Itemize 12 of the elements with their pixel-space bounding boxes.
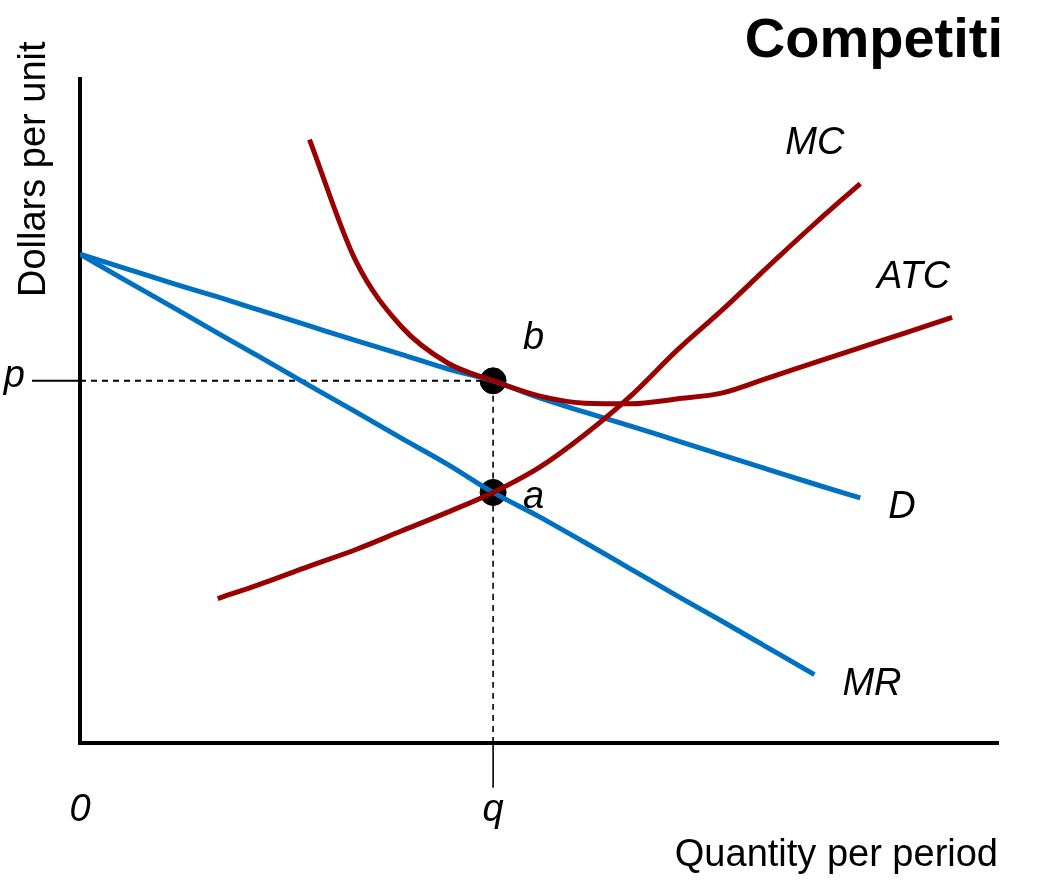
series-label: MR (842, 661, 902, 704)
y-axis-title: Dollars per unit (11, 40, 54, 297)
x-tick-label: 0 (69, 787, 91, 830)
series-label: MC (785, 120, 845, 163)
annotation: b (523, 315, 545, 358)
series-label: ATC (875, 254, 951, 297)
chart-title: Competiti (744, 6, 1003, 70)
x-tick-label: q (482, 787, 504, 830)
annotation: a (523, 474, 545, 517)
x-axis-title: Quantity per period (674, 831, 998, 874)
series-label: D (888, 484, 916, 527)
ref-line-label: p (2, 353, 25, 396)
